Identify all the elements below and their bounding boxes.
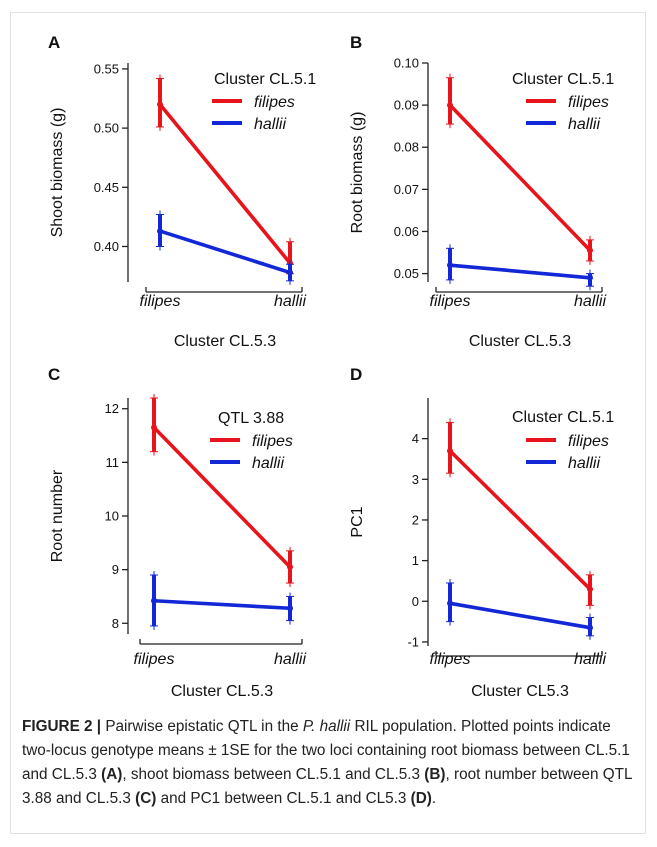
legend-label-hallii: hallii — [254, 116, 286, 133]
series-line-filipes — [448, 449, 592, 591]
y-tick-label: 0.55 — [94, 61, 119, 76]
data-point-filipes — [447, 102, 453, 109]
legend-label-hallii: hallii — [252, 455, 284, 472]
figure-border — [10, 12, 646, 834]
y-tick-label: 0.10 — [394, 56, 419, 71]
data-point-hallii — [447, 262, 453, 269]
y-tick-label: 0.40 — [94, 239, 119, 254]
series-line-filipes — [152, 425, 292, 569]
x-tick-label: hallii — [274, 651, 306, 668]
data-point-hallii — [151, 597, 157, 604]
y-tick-label: 8 — [112, 616, 119, 631]
x-tick-label: hallii — [574, 651, 606, 668]
legend-title: Cluster CL.5.1 — [214, 71, 316, 88]
series-line-hallii — [152, 598, 292, 611]
y-tick-label: 0.07 — [394, 182, 419, 197]
legend-label-hallii: hallii — [568, 455, 600, 472]
data-point-hallii — [287, 269, 293, 276]
x-tick-label: hallii — [274, 293, 306, 310]
caption-text-4: , root number between QTL 3.88 and CL.5.… — [22, 766, 632, 807]
series-line-hallii — [158, 229, 292, 275]
x-tick-label: filipes — [140, 293, 181, 310]
y-tick-label: 12 — [105, 401, 119, 416]
x-axis-title: Cluster CL5.3 — [471, 683, 569, 700]
caption-ref-b: (B) — [424, 766, 446, 783]
y-axis-title: Shoot biomass (g) — [49, 108, 66, 238]
caption-text-5: and PC1 between CL.5.1 and CL5.3 — [156, 790, 411, 807]
data-point-filipes — [157, 101, 163, 108]
x-tick-label: filipes — [430, 293, 471, 310]
caption-text-1: Pairwise epistatic QTL in the — [101, 718, 303, 735]
y-tick-label: 0.06 — [394, 224, 419, 239]
data-point-hallii — [447, 600, 453, 607]
x-tick-label: filipes — [430, 651, 471, 668]
caption-text-2: RIL population. Plotted points indicate … — [22, 718, 630, 783]
figure-caption: FIGURE 2 | Pairwise epistatic QTL in the… — [22, 715, 634, 811]
panel-label: C — [48, 365, 60, 384]
y-tick-label: 0.45 — [94, 180, 119, 195]
y-tick-label: 9 — [112, 562, 119, 577]
data-point-filipes — [587, 247, 593, 254]
y-tick-label: 2 — [412, 512, 419, 527]
caption-species: P. hallii — [302, 718, 351, 735]
caption-text-3: , shoot biomass between CL.5.1 and CL.5.… — [122, 766, 425, 783]
legend-title: Cluster CL.5.1 — [512, 409, 614, 426]
y-tick-label: 0.50 — [94, 121, 119, 136]
caption-ref-d: (D) — [410, 790, 432, 807]
panel-label: D — [350, 365, 362, 384]
series-line-hallii — [448, 601, 592, 630]
x-tick-label: filipes — [134, 651, 175, 668]
data-point-filipes — [151, 424, 157, 431]
y-tick-label: 0.08 — [394, 140, 419, 155]
legend-label-filipes: filipes — [568, 433, 609, 450]
data-point-hallii — [287, 605, 293, 612]
caption-text-6: . — [431, 790, 437, 807]
chart-panel-b: B 0.05 0.06 0.07 0.08 0.09 0.10 Root biomass (g… — [349, 33, 614, 350]
charts-canvas: A 0.40 0.45 0.50 0.55 Shoot biomass (g) filipe… — [48, 33, 614, 700]
data-point-filipes — [587, 586, 593, 593]
panel-label: B — [350, 33, 362, 52]
legend-title: QTL 3.88 — [218, 410, 284, 427]
y-tick-label: 10 — [105, 509, 119, 524]
x-tick-label: hallii — [574, 293, 606, 310]
y-axis-title: PC1 — [349, 506, 366, 537]
x-axis-title: Cluster CL.5.3 — [469, 333, 571, 350]
legend-label-hallii: hallii — [568, 116, 600, 133]
x-axis-title: Cluster CL.5.3 — [174, 333, 276, 350]
y-axis-title: Root biomass (g) — [349, 112, 366, 234]
data-point-hallii — [587, 624, 593, 631]
panel-label: A — [48, 33, 60, 52]
y-tick-label: 0.09 — [394, 98, 419, 113]
y-tick-label: 4 — [412, 431, 419, 446]
chart-panel-a: A 0.40 0.45 0.50 0.55 Shoot biomass (g) filipe… — [48, 33, 316, 350]
series-line-filipes — [158, 102, 292, 265]
caption-ref-c: (C) — [135, 790, 157, 807]
series-line-filipes — [448, 103, 592, 253]
data-point-hallii — [157, 228, 163, 235]
legend-label-filipes: filipes — [568, 94, 609, 111]
y-tick-label: 3 — [412, 472, 419, 487]
data-point-filipes — [287, 563, 293, 570]
x-axis-title: Cluster CL.5.3 — [171, 683, 273, 700]
legend-title: Cluster CL.5.1 — [512, 71, 614, 88]
y-tick-label: 0.05 — [394, 266, 419, 281]
y-tick-label: -1 — [407, 634, 419, 649]
caption-ref-a: (A) — [101, 766, 123, 783]
y-tick-label: 0 — [412, 594, 419, 609]
legend-label-filipes: filipes — [254, 94, 295, 111]
y-axis-title: Root number — [49, 469, 66, 562]
chart-panel-d: D -1 0 1 2 3 4 PC1 filipes hallii Cluster CL5.3 Clu… — [349, 365, 614, 700]
legend-label-filipes: filipes — [252, 433, 293, 450]
data-point-filipes — [447, 447, 453, 454]
data-point-hallii — [587, 274, 593, 281]
series-line-hallii — [448, 263, 592, 280]
y-tick-label: 11 — [106, 455, 120, 470]
y-tick-label: 1 — [412, 553, 419, 568]
caption-figure-label: FIGURE 2 | — [22, 718, 102, 735]
